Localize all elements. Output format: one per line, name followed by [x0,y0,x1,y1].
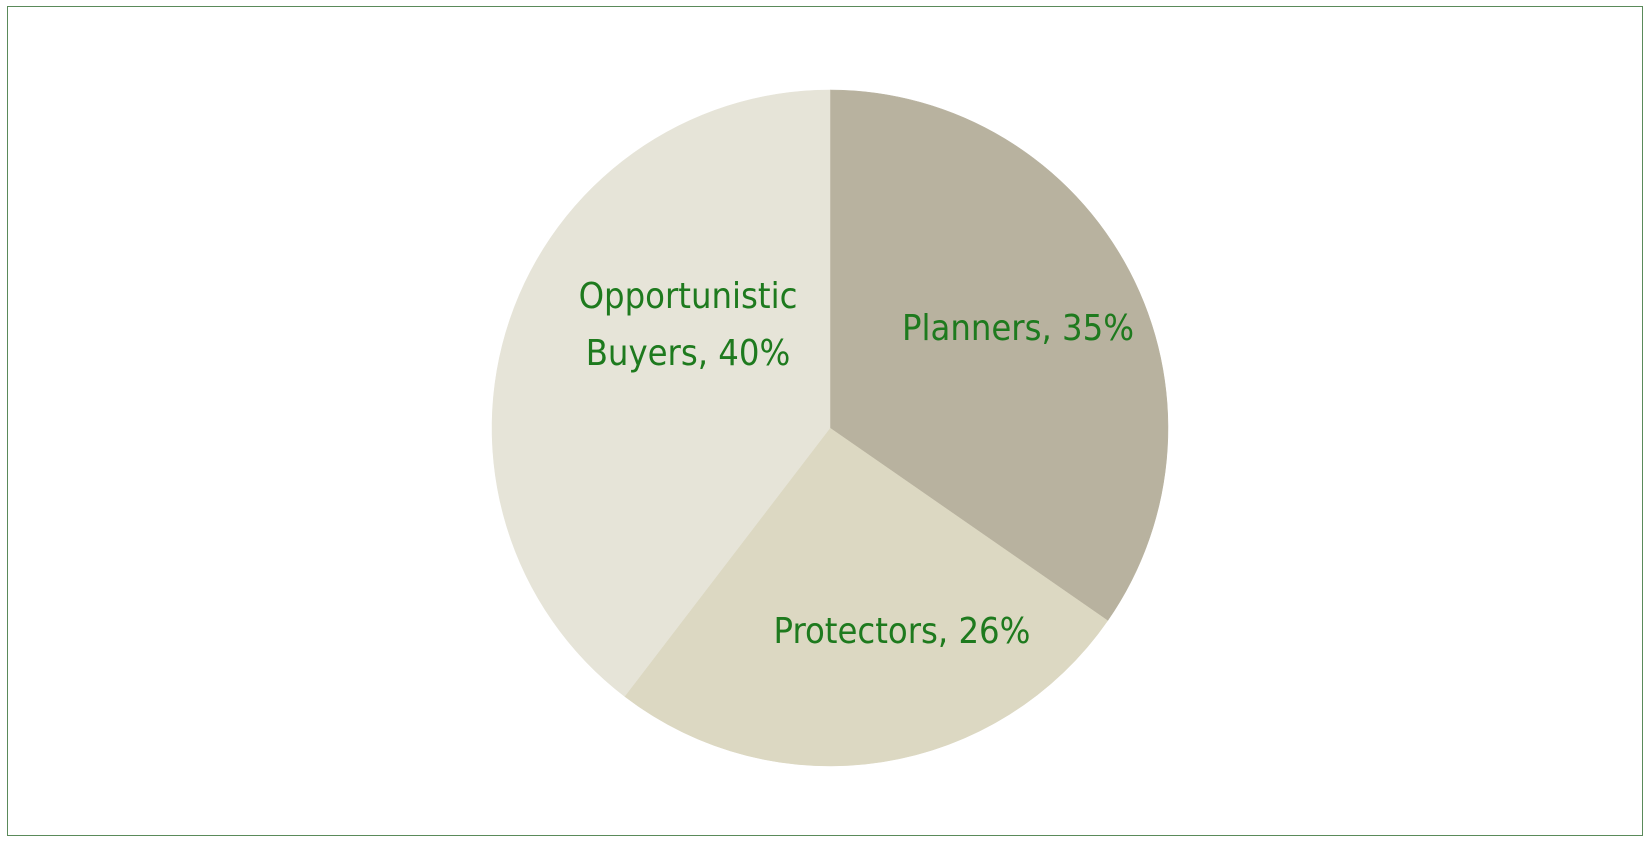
slice-label-opportunistic-buyers-line2: Buyers, 40% [586,333,791,374]
pie-slice-opportunistic-buyers [491,89,831,697]
pie-slice-protectors [624,427,1109,767]
pie-slices [491,89,1169,767]
pie-slice-planners [829,89,1169,622]
pie-labels: Planners, 35% Protectors, 26% Opportunis… [579,276,1134,652]
slice-label-planners: Planners, 35% [902,308,1134,349]
slice-label-opportunistic-buyers-line1: Opportunistic [579,276,798,317]
slice-label-protectors: Protectors, 26% [774,611,1031,652]
